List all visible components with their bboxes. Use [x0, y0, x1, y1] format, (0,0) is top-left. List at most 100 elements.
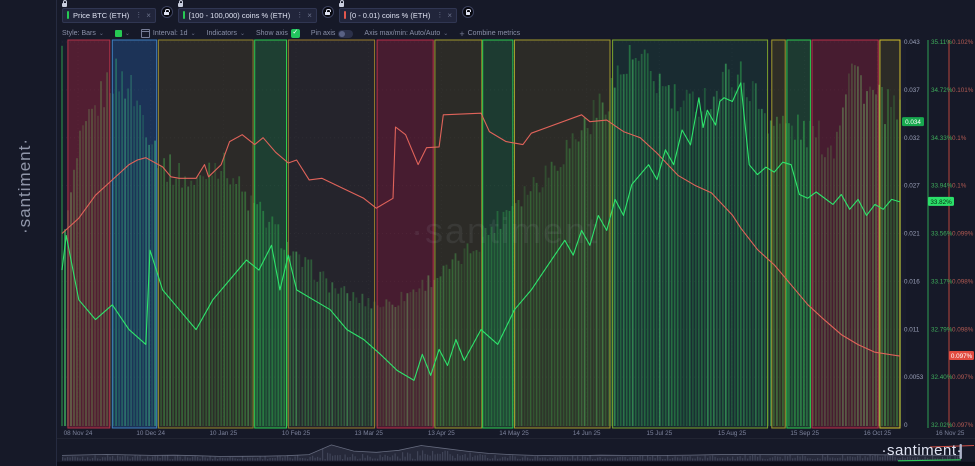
chip-menu-icon[interactable]: ⋮: [296, 12, 304, 19]
lock-icon: [338, 0, 344, 7]
lock-icon: [62, 0, 67, 7]
svg-text:0.011: 0.011: [904, 326, 920, 333]
svg-text:13 Apr 25: 13 Apr 25: [428, 430, 455, 437]
preview-slider-handle[interactable]: [959, 444, 962, 459]
svg-text:0: 0: [904, 422, 908, 429]
chip-close-icon[interactable]: ×: [307, 10, 312, 20]
combine-metrics-button[interactable]: + Combine metrics: [459, 29, 520, 39]
svg-text:32.40%: 32.40%: [931, 374, 953, 381]
svg-text:08 Nov 24: 08 Nov 24: [64, 430, 93, 437]
chip-close-icon[interactable]: ×: [146, 10, 151, 20]
plus-icon: +: [459, 28, 465, 39]
svg-text:35.11%: 35.11%: [931, 39, 952, 46]
chevron-down-icon: ⌄: [124, 31, 130, 37]
axis-maxmin-selector[interactable]: Axis max/min: Auto/Auto ⌄: [364, 30, 448, 37]
metric-chip-label: [100 - 100,000) coins % (ETH): [188, 10, 291, 20]
svg-text:10 Jan 25: 10 Jan 25: [209, 430, 237, 437]
shared-axis-lock-icon[interactable]: [321, 6, 334, 18]
color-swatch-selector[interactable]: ⌄: [114, 30, 130, 37]
svg-text:32.79%: 32.79%: [931, 326, 953, 333]
price-current-badge: 0.034: [902, 117, 924, 127]
svg-text:0.098%: 0.098%: [952, 326, 974, 333]
toolbar: Price BTC (ETH) ⋮ × [100 - 100,000) coins %…: [62, 0, 975, 40]
y-axes: 0.043 0.037 0.032 0.027 0.021 0.016 0.011 0.005…: [904, 39, 974, 429]
metric-chip-label: [0 - 0.01) coins % (ETH): [349, 10, 431, 20]
svg-text:15 Aug 25: 15 Aug 25: [718, 430, 747, 437]
show-axis-checkbox[interactable]: [290, 28, 300, 38]
highlight-bands: [67, 39, 901, 429]
indicators-label: Indicators: [206, 30, 237, 37]
metric-chip[interactable]: [0 - 0.01) coins % (ETH) ⋮ ×: [338, 0, 458, 23]
svg-text:0.097%: 0.097%: [952, 374, 974, 381]
svg-text:0.016: 0.016: [904, 278, 920, 285]
chevron-down-icon: ⌄: [98, 31, 104, 37]
toggle-knob: [339, 30, 346, 37]
chevron-down-icon: ⌄: [239, 31, 245, 37]
shared-axis-lock-icon[interactable]: [462, 6, 475, 18]
svg-text:0.021: 0.021: [904, 231, 920, 238]
interval-selector[interactable]: Interval: 1d ⌄: [140, 29, 196, 38]
svg-text:33.56%: 33.56%: [931, 231, 953, 238]
chevron-down-icon: ⌄: [190, 31, 196, 37]
shared-axis-lock-icon[interactable]: [160, 6, 173, 18]
svg-text:0.097%: 0.097%: [951, 353, 973, 360]
svg-text:16 Nov 25: 16 Nov 25: [936, 430, 965, 437]
chip-close-icon[interactable]: ×: [447, 10, 453, 20]
show-axis-label: Show axis: [255, 30, 288, 37]
svg-text:32.02%: 32.02%: [931, 422, 953, 429]
svg-text:0.034: 0.034: [905, 119, 921, 126]
chart-settings-row: Style: Bars ⌄ ⌄ Interval: 1d ⌄ Indicators ⌄…: [62, 27, 975, 40]
svg-text:0.1%: 0.1%: [952, 183, 967, 190]
pin-axis-switch[interactable]: [338, 29, 354, 38]
svg-text:13 Mar 25: 13 Mar 25: [355, 430, 384, 437]
timeline-preview[interactable]: [56, 438, 975, 466]
lock-icon: [177, 0, 183, 7]
svg-text:0.099%: 0.099%: [952, 231, 974, 238]
sidebar: ·santiment·: [0, 0, 57, 466]
chevron-down-icon: ⌄: [443, 31, 449, 37]
metric-chip[interactable]: [100 - 100,000) coins % (ETH) ⋮ ×: [177, 0, 317, 23]
svg-text:14 Jun 25: 14 Jun 25: [573, 430, 601, 437]
style-label: Style: Bars: [62, 30, 96, 37]
color-swatch: [114, 30, 122, 37]
pin-axis-control[interactable]: Pin axis: [310, 29, 354, 38]
svg-text:0.027: 0.027: [904, 183, 920, 190]
watermark: ·santiment: [411, 210, 599, 251]
metric-chips-row: Price BTC (ETH) ⋮ × [100 - 100,000) coins %…: [62, 0, 975, 25]
calendar-icon: [140, 29, 150, 38]
svg-text:34.33%: 34.33%: [931, 135, 953, 142]
axis-maxmin-label: Axis max/min: Auto/Auto: [364, 30, 441, 37]
svg-text:10 Feb 25: 10 Feb 25: [282, 430, 311, 437]
svg-text:0.032: 0.032: [904, 135, 920, 142]
metric-color-indicator: [67, 11, 69, 19]
coins-small-current-badge: 0.097%: [949, 351, 974, 361]
svg-text:0.102%: 0.102%: [952, 39, 974, 46]
sidebar-logo: ·santiment·: [15, 138, 34, 235]
svg-text:14 May 25: 14 May 25: [499, 430, 529, 437]
x-axis: 08 Nov 24 10 Dec 24 10 Jan 25 10 Feb 25 13 M…: [64, 430, 965, 437]
coins-small-range-line: [61, 112, 901, 357]
svg-text:0.043: 0.043: [904, 39, 920, 46]
coins-mid-current-badge: 33.82%: [928, 196, 954, 206]
metric-chip[interactable]: Price BTC (ETH) ⋮ ×: [62, 0, 156, 23]
svg-text:33.17%: 33.17%: [931, 278, 953, 285]
svg-text:0.097%: 0.097%: [952, 422, 974, 429]
pin-axis-label: Pin axis: [310, 30, 336, 37]
svg-text:0.101%: 0.101%: [952, 87, 974, 94]
svg-text:16 Oct 25: 16 Oct 25: [864, 430, 892, 437]
footer-logo: ·santiment·: [881, 442, 962, 459]
indicators-selector[interactable]: Indicators ⌄: [207, 30, 245, 37]
metric-color-indicator: [182, 11, 185, 19]
style-selector[interactable]: Style: Bars ⌄: [62, 30, 104, 37]
svg-text:10 Dec 24: 10 Dec 24: [136, 430, 165, 437]
svg-text:0.098%: 0.098%: [952, 278, 974, 285]
show-axis-control[interactable]: Show axis: [255, 28, 300, 38]
chip-menu-icon[interactable]: ⋮: [135, 12, 143, 19]
svg-text:15 Jul 25: 15 Jul 25: [647, 430, 673, 437]
coins-mid-range-line: [61, 82, 901, 381]
chip-menu-icon[interactable]: ⋮: [436, 12, 444, 19]
svg-text:34.72%: 34.72%: [931, 87, 953, 94]
combine-metrics-label: Combine metrics: [467, 30, 521, 37]
